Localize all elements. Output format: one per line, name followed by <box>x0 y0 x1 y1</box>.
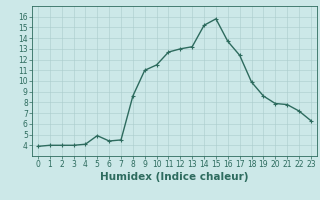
X-axis label: Humidex (Indice chaleur): Humidex (Indice chaleur) <box>100 172 249 182</box>
